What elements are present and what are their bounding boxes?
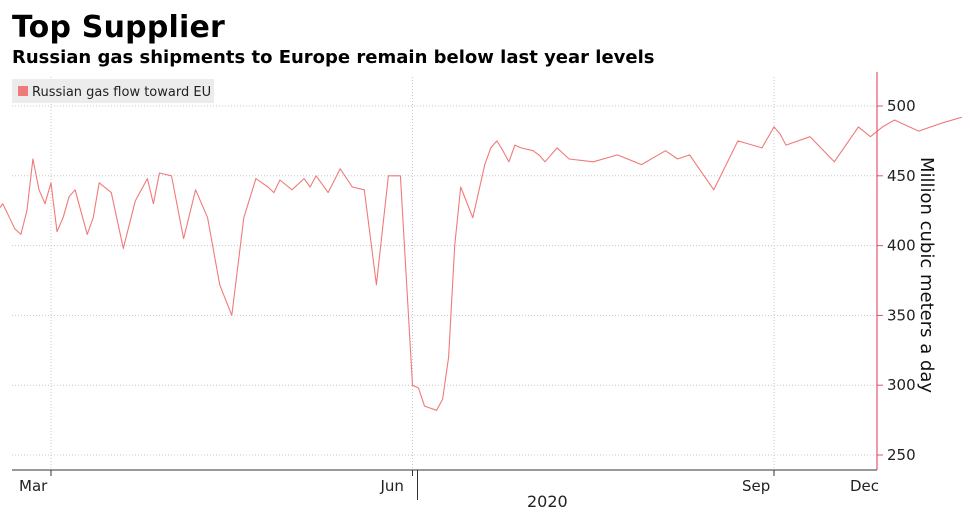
y-tick-label: 350: [887, 306, 916, 324]
legend-background: [12, 79, 214, 103]
legend: Russian gas flow toward EU: [12, 79, 214, 103]
x-tick-label: Mar: [19, 477, 48, 495]
chart-title: Top Supplier: [12, 10, 226, 45]
y-tick-label: 250: [887, 446, 916, 464]
y-tick-label: 500: [887, 97, 916, 115]
x-tick-label: Jun: [380, 477, 404, 495]
y-axis-label: Million cubic meters a day: [916, 157, 937, 393]
y-tick-label: 400: [887, 237, 916, 255]
series-group: [0, 116, 962, 411]
x-tick-label: Sep: [742, 477, 770, 495]
x-tick-label: Dec: [850, 477, 879, 495]
year-label: 2020: [527, 492, 568, 511]
legend-swatch: [18, 86, 28, 96]
series-line-russian-gas-flow: [0, 116, 962, 411]
chart-subtitle: Russian gas shipments to Europe remain b…: [12, 47, 655, 68]
legend-entry: Russian gas flow toward EU: [32, 85, 211, 100]
axes: 250300350400450500MarJunSepDecMarJunSepD…: [12, 72, 916, 511]
y-tick-label: 450: [887, 167, 916, 185]
y-tick-label: 300: [887, 376, 916, 394]
grid-lines: [12, 77, 877, 470]
